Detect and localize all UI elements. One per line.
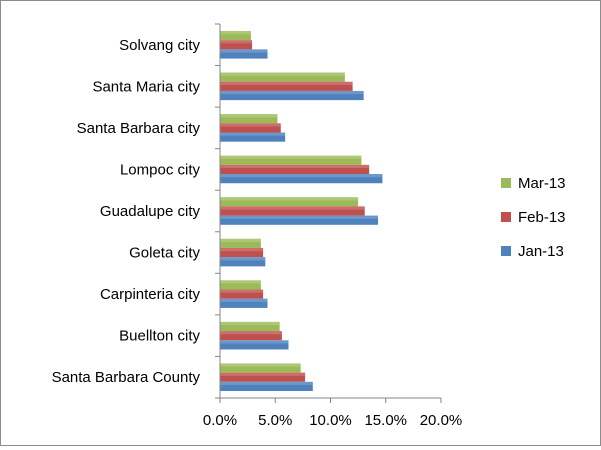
category-label: Buellton city: [119, 328, 200, 345]
category-label: Carpinteria city: [100, 286, 201, 303]
legend: Mar-13 Feb-13 Jan-13: [501, 175, 566, 260]
legend-swatch-feb-13: [501, 212, 511, 222]
bar-jan-13-7: [220, 298, 268, 308]
axis-layer: 0.0% 5.0% 10.0% 15.0% 20.0% Solvang city Santa…: [52, 23, 463, 429]
bar-highlight: [220, 247, 264, 252]
bar-highlight: [220, 155, 362, 159]
category-label: Lompoc city: [120, 161, 201, 178]
category-label: Guadalupe city: [100, 203, 201, 220]
category-label: Santa Barbara city: [77, 120, 201, 137]
x-tick-label: 10.0%: [309, 412, 352, 429]
bar-highlight: [220, 331, 282, 335]
bar-highlight: [220, 363, 301, 367]
bar-jan-13-6: [220, 257, 266, 267]
bar-mar-13-8: [220, 321, 280, 332]
bar-feb-13-2: [220, 81, 353, 91]
legend-label-feb-13: Feb-13: [518, 209, 566, 226]
bar-highlight: [220, 381, 313, 386]
bar-feb-13-3: [220, 123, 281, 133]
bar-feb-13-1: [220, 40, 253, 50]
legend-swatch-jan-13: [501, 246, 511, 256]
bar-feb-13-6: [220, 247, 264, 258]
bar-highlight: [220, 372, 306, 376]
bar-highlight: [220, 49, 268, 53]
x-tick-label: 15.0%: [364, 412, 407, 429]
bar-highlight: [220, 215, 379, 219]
bar-highlight: [220, 114, 278, 118]
bar-feb-13-7: [220, 289, 264, 299]
bar-mar-13-4: [220, 155, 362, 165]
legend-swatch-mar-13: [501, 178, 511, 188]
bar-mar-13-5: [220, 197, 359, 207]
bar-highlight: [220, 132, 286, 136]
category-label: Santa Maria city: [92, 78, 200, 95]
bar-highlight: [220, 197, 359, 201]
bar-highlight: [220, 206, 365, 210]
bar-jan-13-9: [220, 381, 313, 392]
bar-highlight: [220, 30, 251, 35]
x-tick-label: 5.0%: [258, 412, 292, 429]
bar-highlight: [220, 81, 353, 85]
bar-highlight: [220, 340, 289, 344]
bar-mar-13-3: [220, 114, 278, 124]
bar-highlight: [220, 280, 261, 284]
bar-highlight: [220, 40, 253, 44]
bar-mar-13-1: [220, 30, 251, 41]
bar-highlight: [220, 164, 370, 169]
bar-mar-13-6: [220, 238, 261, 248]
bar-highlight: [220, 174, 383, 178]
category-label: Santa Barbara County: [52, 369, 201, 386]
category-label: Goleta city: [129, 245, 200, 262]
legend-label-mar-13: Mar-13: [518, 175, 566, 192]
bar-mar-13-7: [220, 280, 261, 290]
bar-jan-13-2: [220, 90, 364, 101]
bar-feb-13-9: [220, 372, 306, 382]
x-tick-label: 0.0%: [203, 412, 237, 429]
bar-highlight: [220, 298, 268, 302]
bar-highlight: [220, 90, 364, 95]
bar-feb-13-5: [220, 206, 365, 216]
legend-label-jan-13: Jan-13: [518, 243, 564, 260]
category-label: Solvang city: [119, 37, 200, 54]
bar-highlight: [220, 123, 281, 127]
bar-jan-13-1: [220, 49, 268, 59]
bars-layer: [220, 30, 383, 392]
x-tick-label: 20.0%: [420, 412, 463, 429]
bar-highlight: [220, 72, 345, 76]
bar-highlight: [220, 289, 264, 293]
bar-highlight: [220, 257, 266, 261]
bar-feb-13-8: [220, 331, 282, 341]
bar-jan-13-8: [220, 340, 289, 350]
bar-highlight: [220, 321, 280, 326]
bar-mar-13-2: [220, 72, 345, 82]
bar-jan-13-5: [220, 215, 379, 225]
bar-mar-13-9: [220, 363, 301, 373]
bar-feb-13-4: [220, 164, 370, 175]
bar-highlight: [220, 238, 261, 242]
bar-jan-13-3: [220, 132, 286, 142]
bar-jan-13-4: [220, 174, 383, 184]
